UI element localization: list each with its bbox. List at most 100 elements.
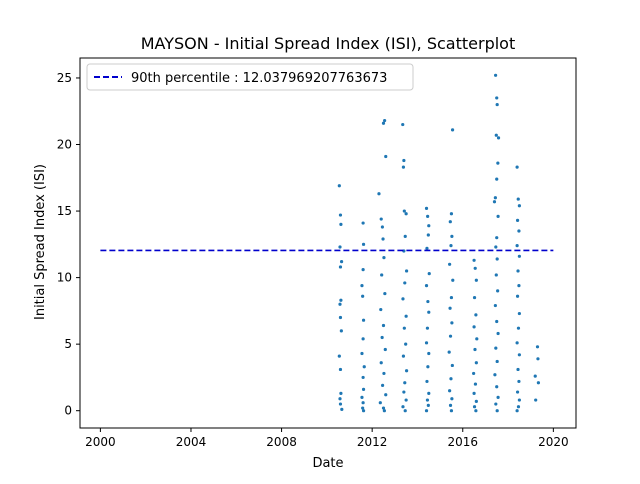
data-point xyxy=(534,398,538,402)
data-point xyxy=(379,307,383,312)
data-point xyxy=(496,289,500,293)
data-point xyxy=(516,269,520,273)
data-point xyxy=(403,409,407,413)
data-point xyxy=(403,381,407,385)
data-point xyxy=(425,326,430,330)
data-point xyxy=(450,234,454,238)
legend: 90th percentile : 12.037969207763673 xyxy=(86,63,414,91)
data-point xyxy=(472,405,477,409)
data-point xyxy=(516,197,520,201)
data-point xyxy=(402,158,406,163)
data-point xyxy=(425,246,429,250)
data-point xyxy=(427,272,431,276)
data-point xyxy=(515,218,520,222)
data-point xyxy=(494,245,498,249)
data-point xyxy=(449,295,454,300)
data-point xyxy=(536,381,541,385)
legend-label: 90th percentile : 12.037969207763673 xyxy=(131,71,387,86)
data-point xyxy=(427,310,431,314)
data-point xyxy=(338,367,343,372)
data-point xyxy=(426,299,430,304)
data-point xyxy=(472,295,477,300)
data-point xyxy=(402,326,406,330)
data-point xyxy=(360,395,364,399)
data-point xyxy=(377,192,381,196)
data-point xyxy=(361,387,366,391)
data-point xyxy=(451,278,455,282)
data-point xyxy=(382,371,386,376)
x-tick-label: 2016 xyxy=(447,435,478,449)
data-point xyxy=(379,217,383,221)
data-point xyxy=(401,297,405,301)
data-point xyxy=(403,234,407,238)
data-point xyxy=(381,323,386,328)
chart-title: MAYSON - Initial Spread Index (ISI), Sca… xyxy=(141,34,516,53)
data-point xyxy=(424,206,429,210)
data-point xyxy=(449,409,454,413)
data-point xyxy=(361,401,365,405)
data-point xyxy=(339,222,343,226)
data-point xyxy=(361,409,366,413)
data-point xyxy=(424,341,429,345)
data-point xyxy=(360,351,364,356)
data-point xyxy=(337,354,341,358)
data-point xyxy=(474,313,478,317)
x-axis-label: Date xyxy=(312,456,343,471)
data-point xyxy=(495,359,499,364)
data-point xyxy=(447,350,451,354)
data-point xyxy=(495,236,499,240)
data-point xyxy=(401,165,406,169)
data-point xyxy=(362,365,366,369)
data-point xyxy=(475,337,479,341)
data-point xyxy=(403,281,407,285)
data-point xyxy=(401,405,405,409)
data-point xyxy=(515,341,519,345)
data-point xyxy=(450,397,454,401)
data-point xyxy=(402,390,406,394)
data-point xyxy=(361,337,365,341)
y-tick-label: 15 xyxy=(57,204,72,218)
data-point xyxy=(401,122,405,127)
data-point xyxy=(450,363,454,368)
data-point xyxy=(361,268,365,272)
data-point xyxy=(448,220,452,224)
data-point xyxy=(517,283,521,288)
data-point xyxy=(339,329,343,333)
data-point xyxy=(535,345,540,349)
data-point xyxy=(517,379,521,384)
data-point xyxy=(384,154,388,159)
data-point xyxy=(516,367,520,372)
data-point xyxy=(515,165,519,169)
data-point xyxy=(383,118,387,123)
data-point xyxy=(516,405,521,409)
data-point xyxy=(533,374,537,378)
data-point xyxy=(380,273,384,277)
data-point xyxy=(404,314,408,318)
data-point xyxy=(473,382,478,386)
data-point xyxy=(473,266,477,270)
data-point xyxy=(495,409,499,413)
data-point xyxy=(427,224,431,228)
data-point xyxy=(425,398,430,402)
data-point xyxy=(448,334,453,338)
data-point xyxy=(474,361,478,365)
data-point xyxy=(449,377,453,381)
data-point xyxy=(427,391,431,395)
data-point xyxy=(472,325,476,329)
data-point xyxy=(338,315,343,320)
data-point xyxy=(474,399,478,403)
data-point xyxy=(496,161,500,165)
data-point xyxy=(448,403,453,407)
data-point xyxy=(426,365,430,369)
data-point xyxy=(338,302,342,306)
data-point xyxy=(382,256,386,260)
data-point xyxy=(448,389,452,393)
data-point xyxy=(494,346,498,350)
data-point xyxy=(495,177,499,181)
data-point xyxy=(449,212,454,216)
data-point xyxy=(496,214,500,218)
data-point xyxy=(495,102,499,107)
data-point xyxy=(492,200,497,204)
data-point xyxy=(337,184,341,188)
